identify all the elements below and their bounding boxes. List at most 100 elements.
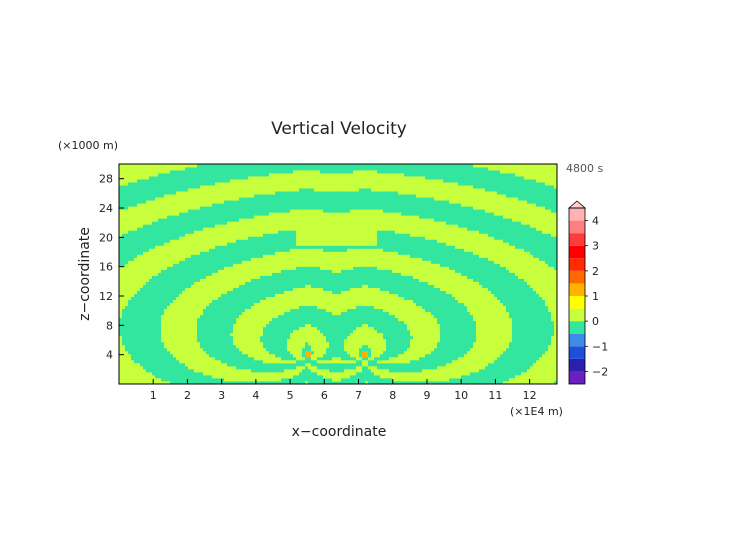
heatmap-cell [395,302,399,307]
heatmap-cell [497,323,501,328]
heatmap-cell [266,356,270,361]
heatmap-cell [548,332,552,337]
heatmap-cell [551,332,555,337]
heatmap-cell [182,284,186,288]
heatmap-cell [434,320,438,325]
heatmap-cell [404,344,408,349]
heatmap-cell [203,380,207,385]
heatmap-cell [515,323,519,328]
heatmap-cell [251,290,255,294]
heatmap-cell [146,293,150,297]
heatmap-cell [161,335,165,340]
heatmap-cell [215,380,219,385]
heatmap-cell [401,368,405,373]
heatmap-cell [536,371,540,376]
heatmap-cell [188,281,192,285]
heatmap-cell [398,380,402,385]
heatmap-cell [485,374,489,379]
heatmap-cell [131,329,135,334]
heatmap-cell [182,278,186,282]
heatmap-cell [230,302,234,307]
heatmap-cell [500,290,504,294]
heatmap-cell [314,380,318,385]
heatmap-cell [485,335,489,340]
heatmap-cell [230,347,234,352]
heatmap-cell [470,320,474,325]
heatmap-cell [359,314,363,319]
heatmap-cell [128,329,132,334]
heatmap-cell [515,317,519,322]
heatmap-cell [284,287,288,291]
heatmap-cell [119,281,123,285]
heatmap-cell [395,341,399,346]
heatmap-cell [533,374,537,379]
heatmap-cell [164,284,168,288]
heatmap-cell [128,353,132,358]
heatmap-cell [524,302,528,307]
heatmap-cell [527,311,531,316]
heatmap-cell [506,311,510,316]
heatmap-cell [374,290,378,294]
heatmap-cell [170,284,174,288]
heatmap-cell [254,338,258,343]
heatmap-cell [374,302,378,307]
heatmap-cell [443,299,447,304]
heatmap-cell [332,281,336,285]
heatmap-cell [170,320,174,325]
heatmap-cell [440,284,444,288]
heatmap-cell [203,329,207,334]
heatmap-cell [134,308,138,313]
heatmap-cell [386,308,390,313]
heatmap-cell [167,323,171,328]
heatmap-cell [335,311,339,316]
heatmap-cell [548,374,552,379]
heatmap-cell [200,353,204,358]
heatmap-cell [335,290,339,294]
heatmap-cell [224,323,228,328]
heatmap-cell [488,302,492,307]
heatmap-cell [314,338,318,343]
heatmap-cell [143,338,147,343]
heatmap-cell [497,359,501,364]
heatmap-cell [170,359,174,364]
heatmap-cell [470,365,474,370]
heatmap-cell [434,377,438,382]
heatmap-cell [227,284,231,288]
heatmap-cell [440,362,444,367]
heatmap-cell [248,365,252,370]
heatmap-cell [542,350,546,355]
heatmap-cell [350,329,354,334]
heatmap-cell [197,356,201,361]
heatmap-cell [284,335,288,340]
heatmap-cell [242,347,246,352]
heatmap-cell [221,368,225,373]
heatmap-cell [155,335,159,340]
heatmap-cell [371,305,375,310]
heatmap-cell [518,293,522,297]
heatmap-cell [155,284,159,288]
heatmap-cell [200,356,204,361]
heatmap-cell [449,365,453,370]
heatmap-cell [257,332,261,337]
heatmap-cell [233,287,237,291]
heatmap-cell [248,326,252,331]
heatmap-cell [236,365,240,370]
heatmap-cell [293,344,297,349]
heatmap-cell [377,317,381,322]
heatmap-cell [302,299,306,304]
heatmap-cell [215,341,219,346]
heatmap-cell [131,359,135,364]
heatmap-cell [374,308,378,313]
heatmap-cell [497,338,501,343]
heatmap-cell [299,335,303,340]
heatmap-cell [353,338,357,343]
heatmap-cell [167,380,171,385]
heatmap-cell [131,347,135,352]
heatmap-cell [182,302,186,307]
heatmap-cell [524,359,528,364]
heatmap-cell [527,353,531,358]
heatmap-cell [425,365,429,370]
heatmap-cell [224,350,228,355]
heatmap-cell [320,308,324,313]
heatmap-cell [542,380,546,385]
